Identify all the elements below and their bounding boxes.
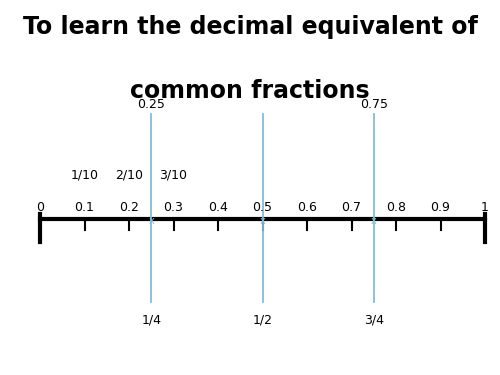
Text: 0.75: 0.75 — [360, 98, 388, 111]
Text: 0.9: 0.9 — [430, 201, 450, 214]
Text: 1: 1 — [481, 201, 489, 214]
Text: 0.8: 0.8 — [386, 201, 406, 214]
Text: x: x — [148, 216, 154, 226]
Text: 2/10: 2/10 — [115, 169, 143, 182]
Text: x: x — [260, 216, 266, 226]
Text: 1/4: 1/4 — [142, 313, 161, 326]
Text: To learn the decimal equivalent of: To learn the decimal equivalent of — [22, 15, 477, 39]
Text: 0.2: 0.2 — [119, 201, 139, 214]
Text: 0.6: 0.6 — [297, 201, 317, 214]
Text: common fractions: common fractions — [130, 79, 370, 103]
Text: 0.7: 0.7 — [342, 201, 361, 214]
Text: 0.4: 0.4 — [208, 201, 228, 214]
Text: 1/10: 1/10 — [70, 169, 99, 182]
Text: 0.5: 0.5 — [252, 201, 272, 214]
Text: x: x — [371, 216, 376, 226]
Text: 0.25: 0.25 — [138, 98, 165, 111]
Text: 0: 0 — [36, 201, 44, 214]
Text: 0.3: 0.3 — [164, 201, 184, 214]
Text: 3/4: 3/4 — [364, 313, 384, 326]
Text: 3/10: 3/10 — [160, 169, 188, 182]
Text: 0.1: 0.1 — [74, 201, 94, 214]
Text: 1/2: 1/2 — [252, 313, 272, 326]
